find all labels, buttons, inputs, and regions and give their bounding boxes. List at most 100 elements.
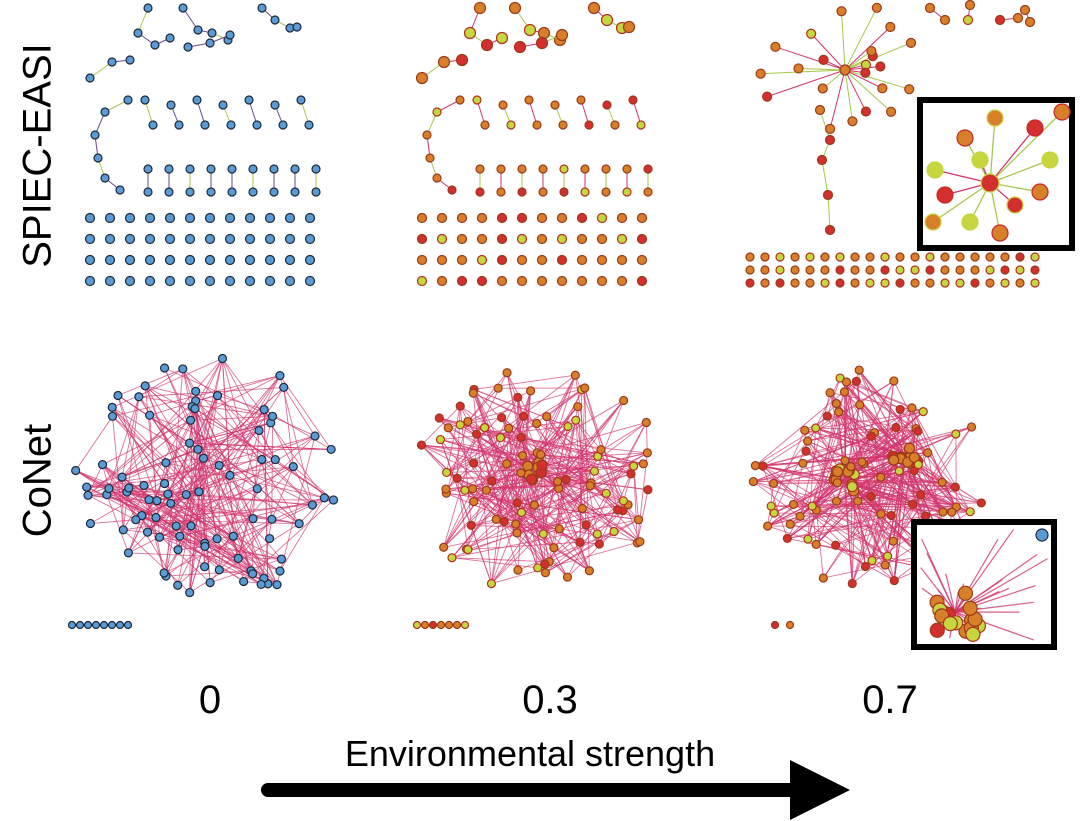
network-edge: [807, 427, 817, 540]
network-edge: [567, 422, 647, 578]
network-node: [876, 472, 886, 482]
network-node: [950, 482, 960, 492]
network-edge: [815, 427, 906, 456]
network-node: [857, 457, 867, 467]
network-node: [556, 212, 568, 224]
network-edge: [159, 375, 281, 538]
network-edge: [544, 500, 624, 565]
network-node: [619, 395, 629, 406]
network-node: [270, 15, 280, 25]
network-edge: [218, 465, 278, 585]
network-node: [947, 507, 957, 517]
cluster-node: [846, 480, 858, 493]
strength-arrow: [261, 760, 850, 820]
network-node: [496, 187, 506, 197]
network-node: [536, 212, 548, 224]
network-node: [633, 515, 644, 525]
network-edge: [540, 375, 576, 455]
network-node: [824, 123, 836, 134]
network-node: [161, 458, 171, 468]
network-node: [107, 57, 117, 67]
network-edge: [755, 380, 895, 467]
network-node: [831, 496, 842, 506]
network-edge: [163, 504, 313, 574]
cluster-node: [526, 473, 538, 485]
network-node: [559, 187, 569, 197]
network-node: [876, 509, 886, 519]
network-node: [609, 526, 619, 537]
network-edge: [112, 415, 167, 464]
network-node: [491, 514, 501, 524]
network-node: [499, 517, 509, 527]
network-node: [894, 466, 904, 476]
network-node: [880, 560, 890, 570]
network-node: [143, 187, 153, 197]
network-node: [847, 116, 858, 127]
network-node: [224, 275, 236, 287]
network-node: [82, 482, 92, 492]
inset-node: [1035, 528, 1049, 542]
network-node: [1000, 278, 1010, 288]
inset-node: [961, 213, 979, 231]
network-node: [178, 3, 188, 13]
network-node: [184, 254, 196, 266]
network-node: [549, 543, 559, 553]
network-node: [436, 275, 448, 287]
network-node: [556, 275, 568, 287]
network-node: [284, 212, 296, 224]
network-edge: [148, 435, 316, 501]
network-node: [835, 373, 845, 383]
network-node: [1000, 252, 1010, 262]
network-edge: [472, 392, 539, 568]
network-edge: [565, 400, 625, 480]
network-node: [200, 541, 210, 552]
isolated-node: [115, 620, 125, 630]
network-node: [1030, 265, 1040, 275]
network-node: [537, 26, 551, 40]
network-node: [124, 212, 136, 224]
network-node: [84, 212, 96, 224]
network-node: [123, 95, 133, 105]
network-node: [512, 528, 522, 538]
network-node: [204, 275, 216, 287]
network-node: [820, 278, 830, 288]
network-node: [269, 187, 279, 197]
network-edge: [447, 427, 487, 491]
network-edge: [218, 430, 260, 466]
network-node: [601, 488, 611, 498]
network-node: [516, 432, 526, 443]
network-node: [766, 501, 776, 511]
spiec-easi-network-0-3: [415, 1, 653, 287]
network-node: [880, 265, 890, 275]
inset-node: [956, 129, 974, 147]
network-edge: [195, 391, 278, 585]
network-edge: [815, 479, 846, 545]
network-edge: [440, 439, 595, 472]
network-node: [284, 254, 296, 266]
conet-network-0-3: [412, 368, 653, 630]
network-node: [854, 365, 864, 375]
network-edge: [767, 525, 809, 540]
network-node: [635, 537, 645, 547]
network-node: [576, 275, 588, 287]
network-node: [244, 254, 256, 266]
network-node: [292, 22, 302, 32]
network-edge: [839, 377, 906, 456]
network-node: [576, 254, 588, 266]
network-node: [200, 120, 210, 130]
network-edge: [121, 419, 191, 478]
network-node: [275, 370, 285, 381]
network-node: [816, 154, 828, 166]
network-node: [269, 164, 279, 174]
network-node: [770, 41, 781, 52]
network-edge: [856, 380, 901, 410]
network-edge: [542, 533, 568, 578]
network-node: [192, 95, 202, 105]
network-node: [570, 370, 580, 380]
network-node: [124, 254, 136, 266]
inset-node: [1053, 103, 1071, 121]
network-node: [455, 95, 465, 105]
network-node: [835, 252, 845, 262]
cluster-node: [888, 454, 900, 466]
network-node: [432, 173, 442, 183]
